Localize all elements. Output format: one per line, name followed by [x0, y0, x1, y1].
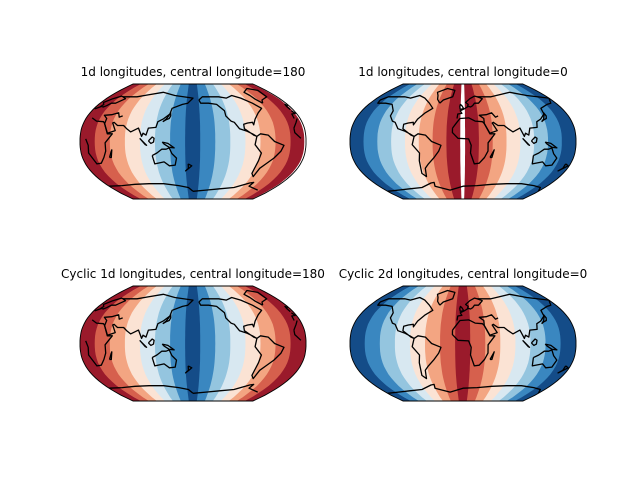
contour-band-blue [196, 286, 216, 401]
map-panel-bottom-right [349, 285, 577, 402]
contour-band-light-peach [220, 286, 262, 401]
contour-band-blue [364, 286, 420, 401]
contour-band-red [440, 286, 460, 401]
map-panel-bottom-left [79, 285, 307, 402]
contour-band-blue [170, 84, 190, 199]
contour-band-light-peach [124, 286, 166, 401]
contour-band-light-peach [486, 84, 521, 199]
contour-band-dark-blue [350, 286, 412, 401]
contour-band-sky-blue [377, 84, 426, 199]
filled-contour-bands [80, 286, 306, 401]
map-boundary [79, 83, 307, 200]
contour-band-red [432, 84, 455, 199]
contour-band-light-blue [490, 286, 532, 401]
contour-band-blue [196, 84, 216, 199]
contour-band-light-blue [493, 84, 535, 199]
map-boundary [79, 285, 307, 402]
contour-band-dark-red [446, 84, 462, 199]
contour-band-dark-blue [514, 286, 576, 401]
contour-band-salmon [425, 286, 452, 401]
coastlines [377, 87, 569, 192]
contour-band-light-peach [124, 84, 166, 199]
contour-band-light-blue [212, 286, 247, 401]
panel-title-top-right: 1d longitudes, central longitude=0 [358, 65, 568, 79]
contour-band-red [466, 286, 486, 401]
contour-band-blue [363, 84, 418, 199]
contour-band-light-blue [391, 84, 433, 199]
contour-band-salmon [474, 286, 501, 401]
contour-band-salmon [478, 84, 508, 199]
contour-band-light-peach [220, 84, 262, 199]
contour-band-light-peach [405, 84, 440, 199]
contour-band-dark-red [80, 286, 142, 401]
contour-band-light-blue [394, 286, 436, 401]
contour-band-dark-red [455, 286, 471, 401]
contour-band-sky-blue [498, 286, 547, 401]
filled-contour-bands [350, 286, 576, 401]
map-boundary [349, 285, 577, 402]
coastlines [377, 289, 569, 394]
filled-contour-bands [350, 84, 576, 199]
contour-band-dark-red [464, 84, 480, 199]
contour-band-light-blue [139, 286, 174, 401]
coastlines [85, 87, 302, 192]
contour-band-red [236, 286, 292, 401]
contour-band-salmon [228, 84, 277, 199]
contour-band-dark-red [244, 286, 306, 401]
contour-band-dark-red [80, 84, 142, 199]
contour-band-dark-blue [350, 84, 411, 199]
map-panel-top-right [349, 83, 577, 200]
panel-title-bottom-left: Cyclic 1d longitudes, central longitude=… [61, 267, 325, 281]
contour-band-blue [506, 286, 562, 401]
contour-band-salmon [109, 84, 158, 199]
contour-band-dark-blue [185, 286, 201, 401]
contour-band-salmon [109, 286, 158, 401]
contour-band-blue [508, 84, 563, 199]
contour-band-dark-red [244, 84, 306, 199]
contour-band-light-blue [212, 84, 247, 199]
contour-band-sky-blue [155, 286, 182, 401]
contour-band-dark-blue [185, 84, 201, 199]
contour-band-dark-blue [515, 84, 576, 199]
contour-band-light-peach [409, 286, 444, 401]
contour-band-sky-blue [155, 84, 182, 199]
panel-title-top-left: 1d longitudes, central longitude=180 [80, 65, 306, 79]
contour-band-red [236, 84, 292, 199]
map-boundary [349, 83, 577, 200]
contour-band-light-blue [139, 84, 174, 199]
map-panel-top-left [79, 83, 307, 200]
coastlines [85, 289, 302, 394]
contour-band-red [94, 84, 150, 199]
contour-band-light-peach [482, 286, 517, 401]
filled-contour-bands [80, 84, 306, 199]
contour-band-red [471, 84, 494, 199]
contour-band-red [94, 286, 150, 401]
contour-band-salmon [228, 286, 277, 401]
contour-band-blue [170, 286, 190, 401]
panel-title-bottom-right: Cyclic 2d longitudes, central longitude=… [338, 267, 588, 281]
contour-band-sky-blue [500, 84, 549, 199]
